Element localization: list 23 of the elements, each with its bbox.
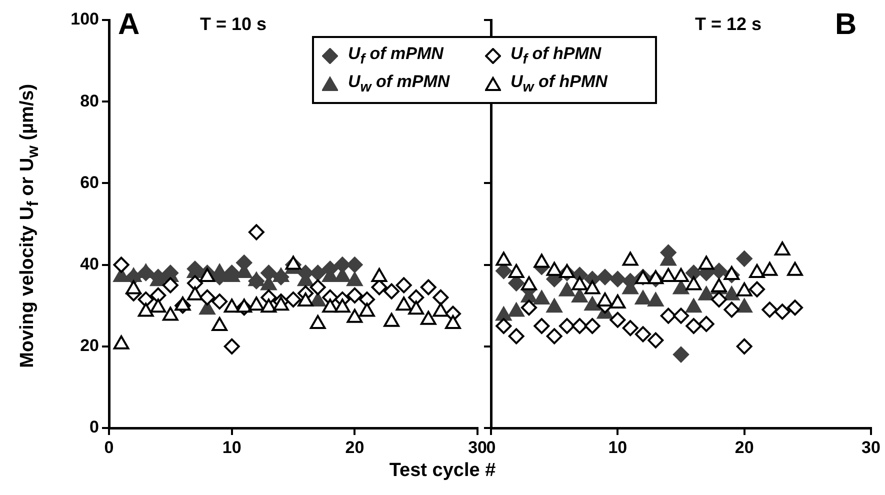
legend-label: U$_{f}$ of mPMN xyxy=(348,44,444,68)
x-tick-label: 0 xyxy=(104,438,114,457)
y-tick-label: 20 xyxy=(80,336,99,356)
legend-label: U$_{w}$ of hPMN xyxy=(510,72,608,96)
annotation: B xyxy=(835,8,857,42)
x-tick-label: 10 xyxy=(608,438,628,457)
legend-label: U$_{f}$ of hPMN xyxy=(510,44,602,68)
y-tick-label: 80 xyxy=(80,91,99,110)
annotation: A xyxy=(118,8,140,42)
x-tick-label: 30 xyxy=(468,438,488,457)
x-tick-label: 20 xyxy=(345,438,364,457)
annotation: T = 12 s xyxy=(695,14,762,35)
y-tick-label: 0 xyxy=(90,418,99,437)
x-tick-label: 0 xyxy=(486,438,496,457)
x-tick-label: 10 xyxy=(222,438,242,457)
x-tick-label: 20 xyxy=(734,438,754,457)
y-tick-label: 40 xyxy=(80,254,99,274)
x-tick-label: 30 xyxy=(862,438,880,457)
annotation: T = 10 s xyxy=(200,14,267,35)
legend-label: U$_{w}$ of mPMN xyxy=(348,72,450,96)
x-axis-title: Test cycle # xyxy=(388,460,497,482)
y-tick-label: 60 xyxy=(80,172,99,192)
y-tick-label: 100 xyxy=(70,10,99,29)
